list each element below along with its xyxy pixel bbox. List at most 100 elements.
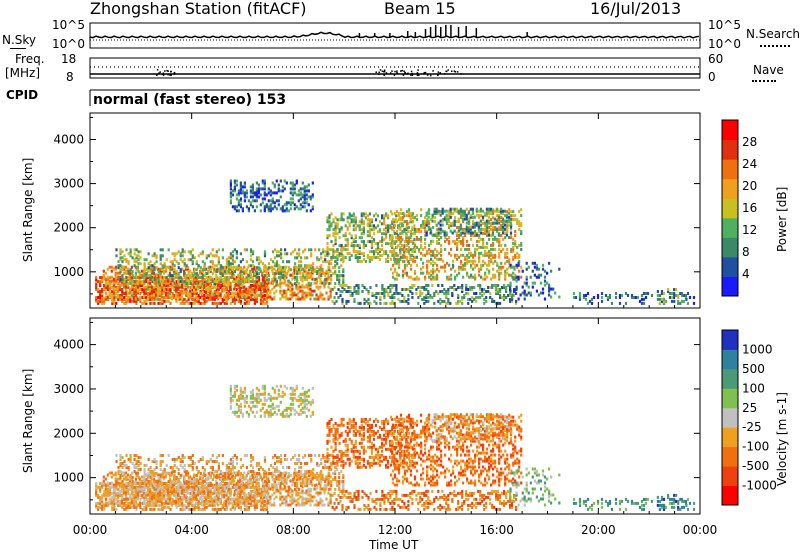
velocity-cell	[284, 485, 287, 489]
power-cell	[109, 276, 112, 280]
velocity-cell	[135, 505, 138, 509]
velocity-cell	[271, 456, 275, 459]
velocity-cell	[340, 453, 343, 457]
velocity-cell	[116, 499, 119, 503]
velocity-cell	[229, 398, 232, 402]
velocity-cell	[257, 394, 260, 398]
nsky-legend-line	[10, 48, 26, 49]
power-cell	[309, 287, 312, 291]
power-cell	[247, 301, 250, 305]
velocity-cell	[314, 474, 317, 477]
nave-dip	[396, 72, 399, 75]
velocity-cell	[253, 414, 256, 418]
power-cell	[138, 297, 141, 301]
power-cell	[243, 279, 246, 283]
power-cell	[297, 285, 300, 289]
velocity-cell	[295, 410, 298, 414]
velocity-cell	[249, 464, 253, 467]
velocity-cell	[249, 485, 253, 489]
velocity-cell	[263, 458, 267, 461]
velocity-cell	[297, 398, 300, 402]
velocity-cell	[247, 499, 250, 503]
velocity-cell	[211, 485, 214, 489]
velocity-cell	[221, 454, 224, 457]
velocity-cell	[167, 497, 170, 501]
power-cell	[249, 274, 253, 278]
velocity-cell	[223, 485, 226, 489]
velocity-cell	[129, 456, 132, 459]
velocity-cell	[154, 493, 158, 497]
power-cell	[344, 256, 347, 259]
power-cell	[336, 224, 339, 228]
velocity-cell	[217, 493, 220, 497]
power-cell	[233, 179, 236, 183]
nave-dip	[391, 70, 393, 72]
velocity-cell	[225, 507, 228, 511]
power-cell	[169, 260, 172, 264]
velocity-cell	[269, 501, 272, 505]
velocity-cell	[267, 392, 270, 396]
power-cell	[205, 283, 208, 287]
power-cell	[227, 291, 230, 295]
velocity-cell	[154, 487, 158, 491]
velocity-cell	[170, 491, 174, 495]
power-cell	[197, 297, 200, 301]
power-cell	[309, 291, 312, 295]
velocity-cell	[307, 491, 310, 495]
velocity-cell	[261, 485, 265, 489]
velocity-cell	[328, 472, 331, 475]
power-cell	[249, 264, 253, 268]
velocity-cell	[235, 501, 238, 505]
velocity-cell	[153, 458, 156, 461]
velocity-cell	[207, 460, 210, 463]
velocity-cell	[332, 437, 335, 441]
velocity-cell	[166, 491, 170, 495]
power-cell	[141, 296, 144, 299]
power-cell	[130, 271, 133, 275]
velocity-cell	[293, 388, 296, 392]
power-cell	[170, 267, 174, 271]
power-cell	[169, 296, 172, 299]
velocity-cell	[219, 470, 222, 473]
power-cell	[177, 272, 180, 276]
nave-dip	[158, 72, 160, 74]
power-cell	[259, 285, 262, 289]
power-cell	[299, 197, 302, 201]
power-cell	[308, 274, 311, 278]
velocity-cell	[183, 470, 186, 473]
power-cell	[330, 212, 333, 216]
velocity-cell	[243, 493, 246, 497]
power-cell	[174, 293, 178, 297]
velocity-cell	[311, 483, 314, 487]
velocity-cell	[291, 493, 294, 497]
power-cell	[129, 250, 132, 254]
velocity-cell	[143, 470, 146, 473]
power-cell	[125, 297, 128, 301]
velocity-cell	[171, 487, 174, 491]
power-cell	[267, 278, 271, 282]
velocity-cell	[136, 471, 139, 475]
power-cell	[267, 281, 270, 285]
power-cell	[151, 254, 154, 258]
velocity-cell	[99, 489, 102, 493]
power-cell	[150, 275, 154, 279]
power-cell	[154, 293, 158, 297]
velocity-cell	[323, 503, 326, 507]
velocity-cell	[229, 501, 232, 505]
power-cell	[285, 207, 288, 211]
velocity-cell	[273, 462, 277, 465]
velocity-cell	[251, 476, 255, 479]
velocity-cell	[179, 458, 182, 461]
power-cell	[219, 280, 222, 284]
velocity-cell	[153, 482, 156, 485]
velocity-cell	[326, 421, 329, 425]
power-cell	[185, 267, 188, 271]
velocity-cell	[183, 482, 186, 485]
power-cell	[299, 207, 302, 211]
power-cell	[191, 284, 194, 287]
power-cell	[195, 289, 198, 293]
velocity-cell	[227, 499, 230, 503]
power-cell	[143, 288, 146, 291]
power-cell	[154, 289, 158, 293]
power-cell	[125, 260, 128, 264]
